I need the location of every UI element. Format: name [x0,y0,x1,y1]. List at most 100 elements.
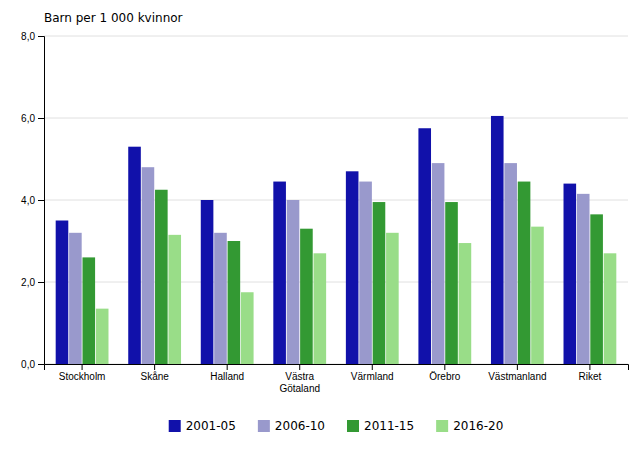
x-tick-mark [299,364,300,370]
bar [604,253,617,364]
y-tick: 0,0 [21,359,44,370]
y-tick-label: 8,0 [21,31,35,42]
x-tick-label-line: Halland [210,371,244,382]
x-tick: Västmanland [488,364,546,382]
y-tick-mark [38,118,44,119]
x-tick-mark [517,364,518,370]
bar [359,182,372,364]
legend-label: 2006-10 [275,419,325,433]
grid [44,36,628,364]
x-tick-label-line: Västmanland [488,371,546,382]
x-axis: Stockholm Skåne Halland VästraGötaland Värml… [45,364,629,394]
x-tick-mark [154,364,155,370]
x-tick-mark [372,364,373,370]
x-tick-mark [444,364,445,370]
bar [432,163,445,364]
bar [142,167,155,364]
x-tick: Örebro [429,364,461,382]
legend-label: 2011-15 [364,419,414,433]
bar [287,200,300,364]
x-tick: Halland [210,364,244,382]
x-axis-line [45,365,629,371]
bar [373,202,386,364]
bar [96,309,109,364]
legend-label: 2001-05 [186,419,236,433]
bar [128,147,141,364]
x-tick-label-line: Västra [285,371,314,382]
bar [386,233,399,364]
legend-swatch [169,420,181,432]
bar [459,243,472,364]
bar-series [96,227,616,364]
bar [564,184,577,364]
bar [201,200,214,364]
y-tick-mark [38,200,44,201]
legend-swatch [436,420,448,432]
bar [56,221,69,365]
x-tick-label-line: Skåne [140,371,169,382]
legend-item: 2001-05 [169,419,236,433]
x-tick-label-line: Riket [579,371,602,382]
y-axis-line [38,37,45,365]
legend-item: 2006-10 [258,419,325,433]
bar [346,171,359,364]
y-tick: 4,0 [21,195,44,206]
x-tick: Skåne [140,364,169,382]
bar [491,116,504,364]
bar [69,233,82,364]
plot-area: 0,0 2,0 4,0 6,0 8,0 Stockholm Skåne Halland Väst… [21,11,628,394]
bar [504,163,517,364]
y-tick-label: 2,0 [21,277,35,288]
bar [241,292,254,364]
x-tick-label: Örebro [429,371,461,382]
y-axis-title: Barn per 1 000 kvinnor [44,11,183,25]
bar [214,233,227,364]
y-tick-mark [38,282,44,283]
x-tick-label-line: Värmland [351,371,394,382]
grid-line [44,118,628,119]
x-tick-mark [589,364,590,370]
x-tick-mark [82,364,83,370]
bar [82,257,95,364]
legend-item: 2011-15 [347,419,414,433]
x-tick-label: Skåne [140,371,169,382]
x-tick-label: Stockholm [59,371,106,382]
y-tick-label: 4,0 [21,195,35,206]
bar [314,253,327,364]
bar-series [56,116,576,364]
bar [155,190,168,364]
legend-swatch [347,420,359,432]
bar [273,182,286,364]
x-tick-label: Västmanland [488,371,546,382]
bar [418,128,431,364]
x-tick-label-line: Stockholm [59,371,106,382]
x-tick-label-line: Götaland [279,383,320,394]
x-tick-label: Halland [210,371,244,382]
bar [445,202,458,364]
legend-label: 2016-20 [453,419,503,433]
bar [531,227,544,364]
grid-line [44,36,628,37]
bar-series [69,163,589,364]
bar [300,229,313,364]
y-tick: 6,0 [21,113,44,124]
y-tick-label: 0,0 [21,359,35,370]
y-tick: 8,0 [21,31,44,42]
y-tick-mark [38,364,44,365]
bars [56,116,617,364]
bar-series [82,182,602,364]
bar [168,235,181,364]
y-tick-label: 6,0 [21,113,35,124]
y-tick-mark [38,36,44,37]
x-tick: Värmland [351,364,394,382]
x-tick-label: VästraGötaland [279,371,320,394]
bar [577,194,590,364]
bar [518,182,531,364]
x-tick-mark [227,364,228,370]
bar [590,214,603,364]
chart-svg: 0,0 2,0 4,0 6,0 8,0 Stockholm Skåne Halland Väst… [0,0,643,454]
x-tick-label: Värmland [351,371,394,382]
x-tick: Stockholm [59,364,106,382]
y-tick: 2,0 [21,277,44,288]
legend-swatch [258,420,270,432]
